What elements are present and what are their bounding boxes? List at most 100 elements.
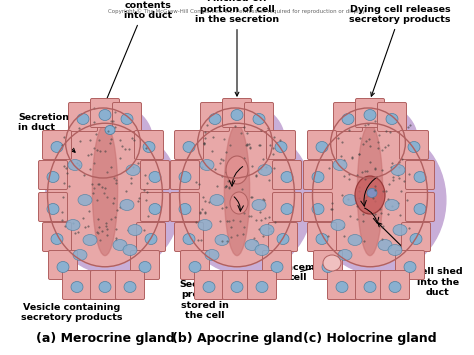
FancyBboxPatch shape	[48, 251, 78, 279]
Ellipse shape	[99, 109, 111, 120]
Ellipse shape	[252, 200, 266, 211]
FancyBboxPatch shape	[171, 160, 200, 190]
FancyBboxPatch shape	[356, 98, 384, 127]
Ellipse shape	[57, 262, 69, 273]
Ellipse shape	[123, 245, 137, 256]
Ellipse shape	[83, 235, 97, 246]
Ellipse shape	[316, 234, 328, 245]
Ellipse shape	[336, 282, 348, 293]
FancyBboxPatch shape	[135, 131, 164, 159]
Ellipse shape	[143, 142, 155, 153]
FancyBboxPatch shape	[38, 192, 67, 222]
Ellipse shape	[281, 171, 293, 182]
FancyBboxPatch shape	[303, 160, 332, 190]
Ellipse shape	[71, 282, 83, 293]
FancyBboxPatch shape	[356, 271, 384, 300]
Ellipse shape	[73, 250, 87, 261]
Ellipse shape	[391, 164, 405, 175]
Ellipse shape	[275, 142, 287, 153]
FancyBboxPatch shape	[303, 192, 332, 222]
Ellipse shape	[323, 255, 341, 271]
Ellipse shape	[68, 159, 82, 170]
Ellipse shape	[414, 203, 426, 214]
FancyBboxPatch shape	[112, 103, 142, 131]
FancyBboxPatch shape	[313, 251, 343, 279]
FancyBboxPatch shape	[130, 251, 159, 279]
Ellipse shape	[389, 282, 401, 293]
FancyBboxPatch shape	[266, 131, 295, 159]
Ellipse shape	[253, 114, 265, 125]
Ellipse shape	[281, 203, 293, 214]
FancyBboxPatch shape	[377, 103, 407, 131]
Ellipse shape	[200, 159, 214, 170]
Ellipse shape	[386, 114, 398, 125]
Ellipse shape	[121, 114, 133, 125]
Ellipse shape	[322, 262, 334, 273]
Text: Secretion
in duct: Secretion in duct	[18, 113, 75, 152]
Ellipse shape	[45, 126, 181, 274]
Ellipse shape	[183, 234, 195, 245]
FancyBboxPatch shape	[381, 271, 410, 300]
Text: Replacement
cell: Replacement cell	[263, 263, 333, 282]
Ellipse shape	[364, 109, 376, 120]
Ellipse shape	[120, 200, 134, 211]
Text: Copyright © The McGraw-Hill Companies, Inc. Permission required for reproduction: Copyright © The McGraw-Hill Companies, I…	[108, 8, 366, 13]
Ellipse shape	[189, 262, 201, 273]
Ellipse shape	[404, 262, 416, 273]
Ellipse shape	[215, 235, 229, 246]
Ellipse shape	[333, 159, 347, 170]
FancyBboxPatch shape	[400, 131, 428, 159]
FancyBboxPatch shape	[308, 131, 337, 159]
Ellipse shape	[335, 103, 418, 177]
Ellipse shape	[258, 164, 272, 175]
Ellipse shape	[124, 282, 136, 293]
Ellipse shape	[256, 282, 268, 293]
Ellipse shape	[385, 200, 399, 211]
Ellipse shape	[51, 234, 63, 245]
FancyBboxPatch shape	[405, 160, 435, 190]
FancyBboxPatch shape	[395, 251, 425, 279]
FancyBboxPatch shape	[63, 271, 91, 300]
Ellipse shape	[331, 219, 345, 230]
FancyBboxPatch shape	[140, 192, 170, 222]
FancyBboxPatch shape	[263, 251, 292, 279]
Ellipse shape	[312, 123, 428, 267]
Text: (b) Apocrine gland: (b) Apocrine gland	[172, 332, 302, 345]
FancyBboxPatch shape	[43, 223, 72, 251]
FancyBboxPatch shape	[91, 98, 119, 127]
Ellipse shape	[65, 108, 140, 178]
Ellipse shape	[180, 123, 294, 267]
Ellipse shape	[198, 108, 273, 178]
Ellipse shape	[179, 203, 191, 214]
Ellipse shape	[277, 234, 289, 245]
Ellipse shape	[177, 126, 313, 274]
FancyBboxPatch shape	[38, 160, 67, 190]
Ellipse shape	[388, 245, 402, 256]
Text: Pinched-off
portion of cell
in the secretion: Pinched-off portion of cell in the secre…	[195, 0, 279, 96]
Ellipse shape	[310, 126, 446, 274]
Text: Vesicle containing
secretory products: Vesicle containing secretory products	[21, 291, 123, 322]
FancyBboxPatch shape	[222, 98, 252, 127]
Ellipse shape	[201, 103, 284, 177]
FancyBboxPatch shape	[308, 223, 337, 251]
FancyBboxPatch shape	[201, 103, 229, 131]
FancyBboxPatch shape	[268, 223, 298, 251]
FancyBboxPatch shape	[43, 131, 72, 159]
Ellipse shape	[260, 224, 274, 235]
Ellipse shape	[348, 235, 362, 246]
FancyBboxPatch shape	[69, 103, 98, 131]
Ellipse shape	[128, 224, 142, 235]
FancyBboxPatch shape	[174, 223, 203, 251]
Ellipse shape	[145, 234, 157, 245]
FancyBboxPatch shape	[245, 103, 273, 131]
FancyBboxPatch shape	[222, 271, 252, 300]
FancyBboxPatch shape	[401, 223, 430, 251]
Ellipse shape	[209, 114, 221, 125]
Text: Cell shed
into the
duct: Cell shed into the duct	[378, 223, 462, 297]
Ellipse shape	[414, 171, 426, 182]
Ellipse shape	[357, 124, 383, 256]
Ellipse shape	[78, 195, 92, 206]
Ellipse shape	[338, 250, 352, 261]
FancyBboxPatch shape	[405, 192, 435, 222]
Ellipse shape	[92, 124, 118, 256]
